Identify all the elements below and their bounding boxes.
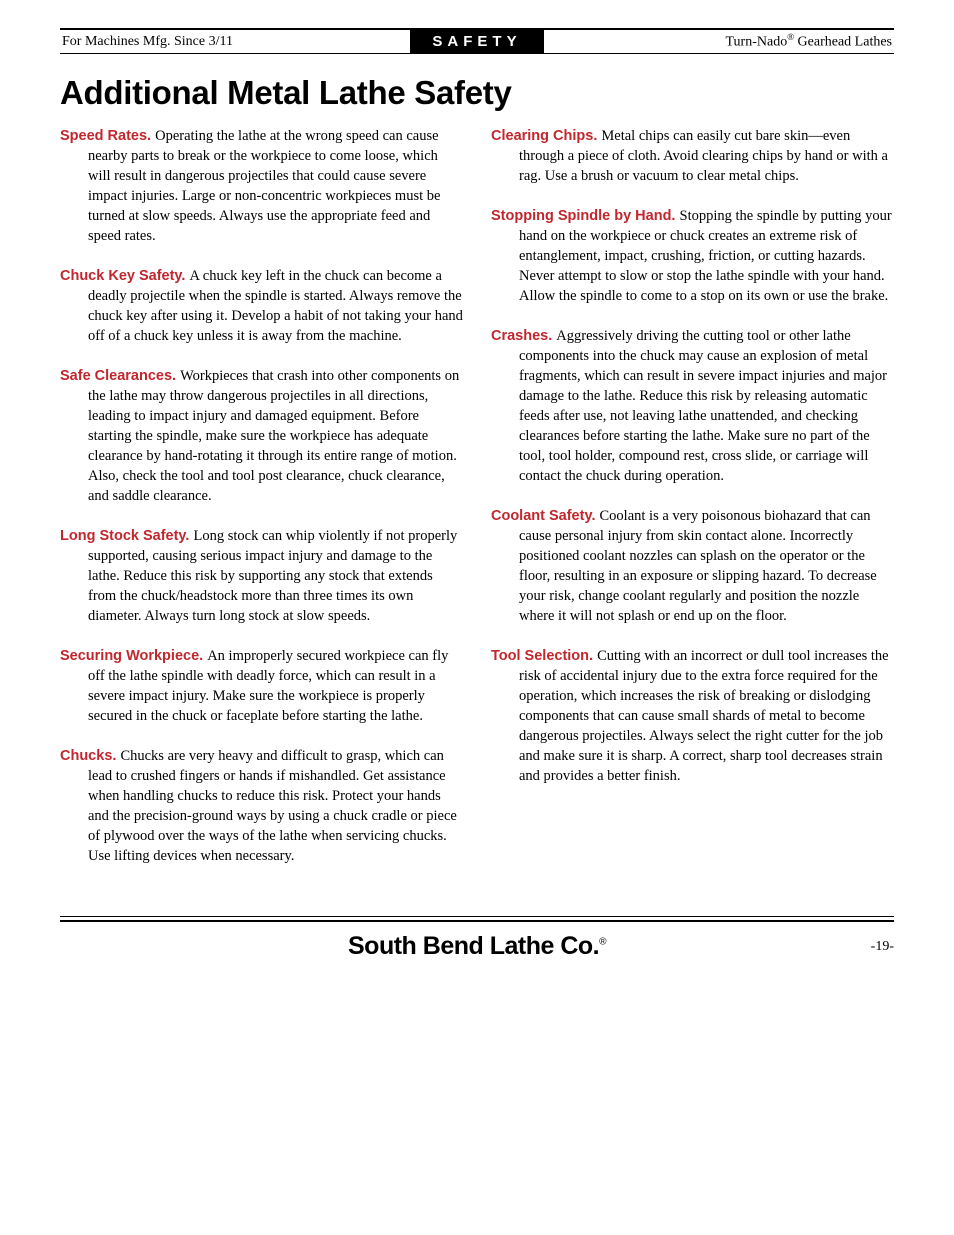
safety-heading: Long Stock Safety. xyxy=(60,528,193,544)
safety-item: Chuck Key Safety. A chuck key left in th… xyxy=(60,266,463,346)
footer-row: South Bend Lathe Co.® -19- xyxy=(60,932,894,961)
header-center-badge: SAFETY xyxy=(410,29,543,54)
footer-brand-text: South Bend Lathe Co. xyxy=(348,932,599,960)
right-column: Clearing Chips. Metal chips can easily c… xyxy=(491,126,894,886)
safety-heading: Securing Workpiece. xyxy=(60,648,207,664)
footer: South Bend Lathe Co.® -19- xyxy=(60,916,894,961)
header-left-text: For Machines Mfg. Since 3/11 xyxy=(60,34,410,50)
product-name-suffix: Gearhead Lathes xyxy=(794,35,892,50)
footer-page-number: -19- xyxy=(854,939,894,955)
footer-rule-thin xyxy=(60,916,894,917)
page-title: Additional Metal Lathe Safety xyxy=(60,74,894,112)
safety-item: Chucks. Chucks are very heavy and diffic… xyxy=(60,746,463,866)
product-name-prefix: Turn-Nado xyxy=(725,35,787,50)
safety-heading: Speed Rates. xyxy=(60,128,155,144)
safety-body-text: Coolant is a very poisonous biohazard th… xyxy=(519,508,877,624)
header-right-text: Turn-Nado® Gearhead Lathes xyxy=(544,32,894,51)
header-bar: For Machines Mfg. Since 3/11 SAFETY Turn… xyxy=(60,28,894,54)
safety-body-text: Aggressively driving the cutting tool or… xyxy=(519,328,887,484)
safety-item: Speed Rates. Operating the lathe at the … xyxy=(60,126,463,246)
safety-heading: Tool Selection. xyxy=(491,648,597,664)
safety-item: Securing Workpiece. An improperly secure… xyxy=(60,646,463,726)
content-columns: Speed Rates. Operating the lathe at the … xyxy=(60,126,894,886)
safety-body-text: Chucks are very heavy and difficult to g… xyxy=(88,748,457,864)
footer-registered-mark: ® xyxy=(599,937,606,948)
footer-rule-thick xyxy=(60,920,894,922)
footer-brand: South Bend Lathe Co.® xyxy=(100,932,854,961)
safety-item: Clearing Chips. Metal chips can easily c… xyxy=(491,126,894,186)
safety-item: Crashes. Aggressively driving the cuttin… xyxy=(491,326,894,486)
safety-item: Stopping Spindle by Hand. Stopping the s… xyxy=(491,206,894,306)
safety-item: Long Stock Safety. Long stock can whip v… xyxy=(60,526,463,626)
safety-item: Coolant Safety. Coolant is a very poison… xyxy=(491,506,894,626)
safety-item: Tool Selection. Cutting with an incorrec… xyxy=(491,646,894,786)
safety-heading: Coolant Safety. xyxy=(491,508,600,524)
safety-body-text: Operating the lathe at the wrong speed c… xyxy=(88,128,440,244)
safety-heading: Safe Clearances. xyxy=(60,368,180,384)
safety-heading: Chuck Key Safety. xyxy=(60,268,189,284)
safety-body-text: Workpieces that crash into other compone… xyxy=(88,368,459,504)
safety-body-text: Cutting with an incorrect or dull tool i… xyxy=(519,648,889,784)
safety-heading: Crashes. xyxy=(491,328,556,344)
safety-item: Safe Clearances. Workpieces that crash i… xyxy=(60,366,463,506)
safety-heading: Clearing Chips. xyxy=(491,128,601,144)
left-column: Speed Rates. Operating the lathe at the … xyxy=(60,126,463,886)
safety-heading: Stopping Spindle by Hand. xyxy=(491,208,680,224)
safety-heading: Chucks. xyxy=(60,748,120,764)
